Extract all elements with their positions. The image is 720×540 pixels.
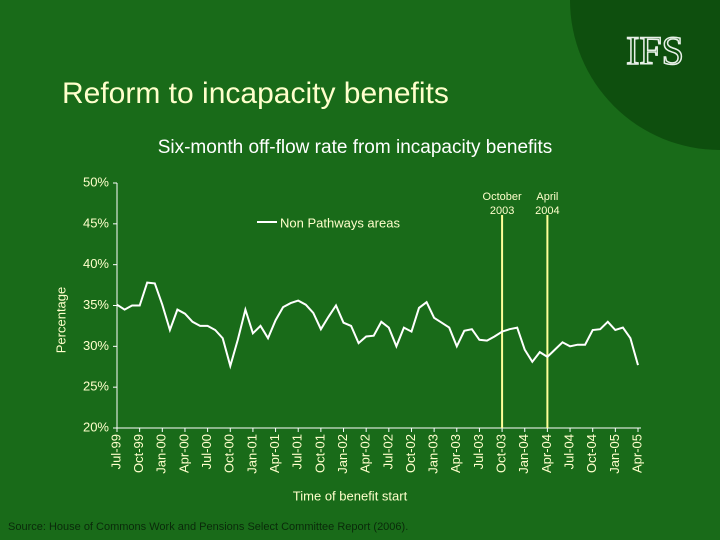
y-tick-label: 40% xyxy=(83,256,109,271)
x-tick-label: Jul-01 xyxy=(290,434,305,469)
annotation-text: 2004 xyxy=(535,205,559,217)
x-tick-label: Oct-03 xyxy=(494,434,509,473)
x-tick-label: Jul-00 xyxy=(199,434,214,469)
y-tick-label: 30% xyxy=(83,338,109,353)
x-axis-label: Time of benefit start xyxy=(293,488,408,503)
x-tick-label: Jan-00 xyxy=(154,434,169,474)
x-tick-label: Jan-04 xyxy=(516,434,531,474)
x-tick-label: Oct-01 xyxy=(312,434,327,473)
x-tick-label: Apr-05 xyxy=(629,434,644,473)
x-tick-label: Jan-03 xyxy=(426,434,441,474)
y-tick-label: 20% xyxy=(83,419,109,434)
y-axis-label: Percentage xyxy=(53,287,68,354)
slide-title: Reform to incapacity benefits xyxy=(62,77,449,110)
annotation-text: October xyxy=(483,191,522,203)
y-tick-label: 50% xyxy=(83,174,109,189)
x-tick-label: Jan-05 xyxy=(607,434,622,474)
x-tick-label: Jan-02 xyxy=(335,434,350,474)
x-tick-label: Apr-04 xyxy=(539,434,554,473)
y-tick-label: 25% xyxy=(83,379,109,394)
y-tick-label: 45% xyxy=(83,215,109,230)
corner-shape xyxy=(570,0,720,150)
annotation-text: April xyxy=(536,191,558,203)
x-tick-label: Apr-03 xyxy=(448,434,463,473)
x-tick-label: Apr-00 xyxy=(176,434,191,473)
x-tick-label: Jul-99 xyxy=(108,434,123,469)
x-tick-label: Oct-02 xyxy=(403,434,418,473)
x-tick-label: Oct-04 xyxy=(584,434,599,473)
x-tick-label: Jul-03 xyxy=(471,434,486,469)
x-tick-label: Apr-02 xyxy=(358,434,373,473)
x-tick-label: Apr-01 xyxy=(267,434,282,473)
x-tick-label: Jan-01 xyxy=(244,434,259,474)
x-tick-label: Oct-00 xyxy=(222,434,237,473)
chart-title: Six-month off-flow rate from incapacity … xyxy=(158,137,553,158)
source-note: Source: House of Commons Work and Pensio… xyxy=(8,521,408,533)
legend-label: Non Pathways areas xyxy=(280,215,400,230)
data-line xyxy=(116,281,639,370)
x-tick-label: Oct-99 xyxy=(131,434,146,473)
annotation-text: 2003 xyxy=(490,205,514,217)
logo: IFS xyxy=(626,28,684,73)
x-tick-label: Jul-04 xyxy=(561,434,576,469)
x-tick-label: Jul-02 xyxy=(380,434,395,469)
y-tick-label: 35% xyxy=(83,297,109,312)
